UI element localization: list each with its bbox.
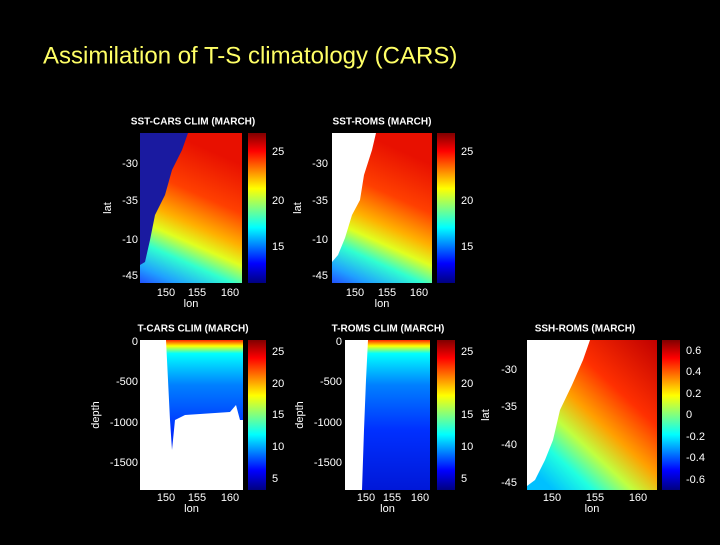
panel-title: T-CARS CLIM (MARCH): [137, 324, 248, 335]
panel-title: SST-ROMS (MARCH): [333, 117, 432, 128]
panel-title: T-ROMS CLIM (MARCH): [332, 324, 445, 335]
land-mask: [345, 340, 368, 490]
y-tick-label: -40: [501, 439, 517, 451]
x-tick-label: 155: [383, 492, 401, 504]
y-tick-label: -30: [312, 158, 328, 170]
y-axis-label: lat: [480, 409, 492, 421]
y-tick-label: -1500: [110, 457, 138, 469]
y-tick-label: -30: [122, 158, 138, 170]
y-tick-label: -10: [122, 234, 138, 246]
x-tick-label: 155: [188, 287, 206, 299]
colorbar-tick-label: 0.4: [686, 366, 701, 378]
panel-title: SSH-ROMS (MARCH): [535, 324, 636, 335]
colorbar-tick-label: 10: [461, 441, 473, 453]
y-tick-label: -1000: [110, 417, 138, 429]
colorbar-tick-label: 0.6: [686, 345, 701, 357]
y-tick-label: 0: [132, 336, 138, 348]
y-tick-label: -10: [312, 234, 328, 246]
colorbar-tick-label: -0.6: [686, 474, 705, 486]
land-mask: [140, 340, 243, 490]
x-tick-label: 155: [586, 492, 604, 504]
y-tick-label: -35: [501, 401, 517, 413]
x-axis-label: lon: [375, 298, 390, 310]
y-tick-label: 0: [336, 336, 342, 348]
land-mask: [332, 133, 376, 262]
y-tick-label: -35: [122, 195, 138, 207]
y-tick-label: -500: [116, 376, 138, 388]
colorbar-tick-label: 20: [461, 195, 473, 207]
y-tick-label: -45: [312, 270, 328, 282]
colorbar: [437, 340, 455, 490]
y-tick-label: -500: [320, 376, 342, 388]
y-axis-label: lat: [102, 202, 114, 214]
colorbar-tick-label: 15: [272, 409, 284, 421]
colorbar-tick-label: 25: [461, 146, 473, 158]
colorbar-tick-label: 25: [272, 146, 284, 158]
y-tick-label: -35: [312, 195, 328, 207]
colorbar-tick-label: 20: [272, 195, 284, 207]
x-tick-label: 150: [357, 492, 375, 504]
land-mask: [140, 133, 188, 265]
x-tick-label: 155: [188, 492, 206, 504]
colorbar-tick-label: 5: [272, 473, 278, 485]
colorbar-tick-label: 0.2: [686, 388, 701, 400]
x-tick-label: 160: [221, 492, 239, 504]
colorbar-tick-label: 15: [272, 241, 284, 253]
land-mask: [527, 340, 590, 486]
x-axis-label: lon: [380, 503, 395, 515]
y-tick-label: -45: [122, 270, 138, 282]
slide-title: Assimilation of T-S climatology (CARS): [43, 42, 457, 69]
x-tick-label: 150: [543, 492, 561, 504]
x-tick-label: 150: [346, 287, 364, 299]
colorbar-tick-label: -0.4: [686, 452, 705, 464]
y-axis-label: lat: [292, 202, 304, 214]
colorbar-tick-label: 0: [686, 409, 692, 421]
colorbar-tick-label: -0.2: [686, 431, 705, 443]
x-axis-label: lon: [184, 503, 199, 515]
x-axis-label: lon: [184, 298, 199, 310]
y-tick-label: -45: [501, 477, 517, 489]
x-tick-label: 150: [157, 492, 175, 504]
x-axis-label: lon: [585, 503, 600, 515]
colorbar-tick-label: 15: [461, 241, 473, 253]
x-tick-label: 160: [411, 492, 429, 504]
colorbar-tick-label: 20: [461, 378, 473, 390]
colorbar-tick-label: 20: [272, 378, 284, 390]
colorbar: [248, 340, 266, 490]
colorbar: [662, 340, 680, 490]
y-tick-label: -1000: [314, 417, 342, 429]
y-axis-label: depth: [294, 401, 306, 429]
colorbar-tick-label: 25: [272, 346, 284, 358]
x-tick-label: 160: [410, 287, 428, 299]
colorbar-tick-label: 10: [272, 441, 284, 453]
colorbar: [248, 133, 266, 283]
colorbar-tick-label: 5: [461, 473, 467, 485]
x-tick-label: 160: [221, 287, 239, 299]
colorbar-tick-label: 25: [461, 346, 473, 358]
x-tick-label: 160: [629, 492, 647, 504]
colorbar-tick-label: 15: [461, 409, 473, 421]
y-axis-label: depth: [90, 401, 102, 429]
x-tick-label: 155: [378, 287, 396, 299]
y-tick-label: -1500: [314, 457, 342, 469]
panel-title: SST-CARS CLIM (MARCH): [131, 117, 255, 128]
x-tick-label: 150: [157, 287, 175, 299]
y-tick-label: -30: [501, 364, 517, 376]
colorbar: [437, 133, 455, 283]
